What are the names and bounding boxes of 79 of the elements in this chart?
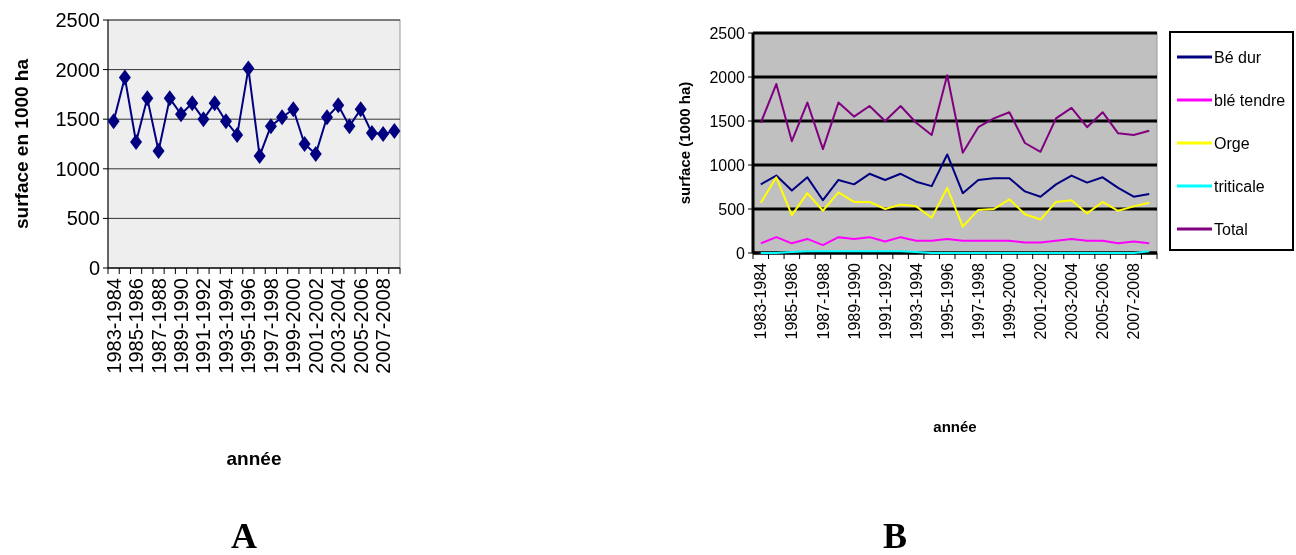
legend-label: Total bbox=[1214, 220, 1248, 238]
text: A bbox=[231, 516, 257, 555]
x-tick-label: 1993-1994 bbox=[214, 278, 237, 374]
point bbox=[152, 142, 165, 159]
x-tick-label: 1997-1998 bbox=[969, 262, 987, 340]
y-axis-title: surface (1000 ha) bbox=[676, 81, 693, 205]
y-tick-label: 1000 bbox=[709, 156, 746, 174]
x-tick-label: 2005-2006 bbox=[1094, 262, 1112, 340]
x-tick-label: 1985-1986 bbox=[125, 278, 148, 374]
point bbox=[332, 97, 345, 114]
point bbox=[208, 95, 221, 112]
point bbox=[276, 109, 289, 126]
x-tick-label: 1991-1992 bbox=[876, 262, 894, 340]
point bbox=[253, 147, 266, 164]
y-tick-label: 2000 bbox=[55, 58, 100, 81]
x-tick-label: 2001-2002 bbox=[304, 278, 327, 374]
legend-label: Bé dur bbox=[1214, 48, 1262, 66]
x-tick-label: 2003-2004 bbox=[327, 278, 350, 374]
legend-label: Orge bbox=[1214, 134, 1250, 152]
line-series bbox=[759, 236, 1151, 247]
x-tick-label: 1989-1990 bbox=[170, 278, 192, 374]
point bbox=[141, 90, 154, 107]
point bbox=[343, 118, 356, 135]
x-tick-label: 1999-2000 bbox=[282, 278, 305, 374]
y-tick-label: 500 bbox=[718, 200, 746, 218]
point bbox=[264, 118, 277, 135]
x-tick-label: 1987-1988 bbox=[147, 278, 170, 374]
x-tick-label: 1995-1996 bbox=[938, 262, 956, 340]
point bbox=[388, 123, 401, 140]
x-tick-label: 1991-1992 bbox=[192, 278, 215, 374]
point bbox=[163, 90, 176, 107]
point bbox=[186, 95, 199, 112]
line-series bbox=[759, 74, 1151, 154]
point bbox=[175, 106, 187, 123]
line-series bbox=[759, 153, 1151, 202]
x-tick-label: 1997-1998 bbox=[259, 278, 282, 374]
x-tick-label: 1987-1988 bbox=[814, 262, 832, 340]
y-tick-label: 2500 bbox=[709, 24, 746, 42]
point bbox=[309, 145, 322, 162]
x-tick-label: 1999-2000 bbox=[1000, 262, 1018, 340]
point bbox=[107, 113, 120, 130]
legend-label: blé tendre bbox=[1214, 91, 1286, 109]
point bbox=[219, 113, 232, 130]
point bbox=[231, 127, 244, 144]
x-tick-label: 2007-2008 bbox=[372, 278, 395, 374]
point bbox=[354, 101, 367, 118]
point bbox=[321, 109, 333, 126]
y-tick-label: 2000 bbox=[709, 68, 746, 86]
x-tick-label: 2007-2008 bbox=[1125, 262, 1143, 340]
legend-label: triticale bbox=[1214, 177, 1265, 195]
x-axis-title: année bbox=[933, 418, 977, 435]
x-tick-label: 1989-1990 bbox=[845, 262, 863, 340]
point bbox=[242, 60, 255, 77]
x-tick-label: 1993-1994 bbox=[907, 262, 925, 340]
text: B bbox=[882, 516, 908, 555]
x-tick-label: 2005-2006 bbox=[349, 278, 372, 374]
y-tick-label: 1000 bbox=[55, 157, 100, 180]
y-tick-label: 500 bbox=[66, 207, 100, 230]
point bbox=[130, 134, 143, 151]
y-tick-label: 1500 bbox=[55, 108, 100, 131]
point bbox=[197, 111, 210, 128]
point bbox=[298, 136, 311, 152]
y-tick-label: 2500 bbox=[55, 9, 100, 31]
point bbox=[287, 101, 300, 118]
y-axis-title: surface en 1000 ha bbox=[11, 58, 32, 230]
line-series bbox=[759, 176, 1151, 228]
x-tick-label: 2003-2004 bbox=[1063, 262, 1081, 340]
x-tick-label: 1983-1984 bbox=[102, 278, 125, 374]
x-tick-label: 1985-1986 bbox=[783, 262, 801, 340]
point bbox=[365, 125, 378, 142]
x-tick-label: 1983-1984 bbox=[752, 262, 770, 340]
point bbox=[377, 126, 390, 143]
y-tick-label: 0 bbox=[736, 244, 746, 262]
x-tick-label: 1995-1996 bbox=[237, 278, 260, 374]
point bbox=[118, 69, 131, 86]
x-tick-label: 2001-2002 bbox=[1032, 262, 1050, 340]
x-axis-title: année bbox=[226, 448, 282, 469]
y-tick-label: 1500 bbox=[709, 112, 746, 130]
y-tick-label: 0 bbox=[88, 257, 100, 279]
